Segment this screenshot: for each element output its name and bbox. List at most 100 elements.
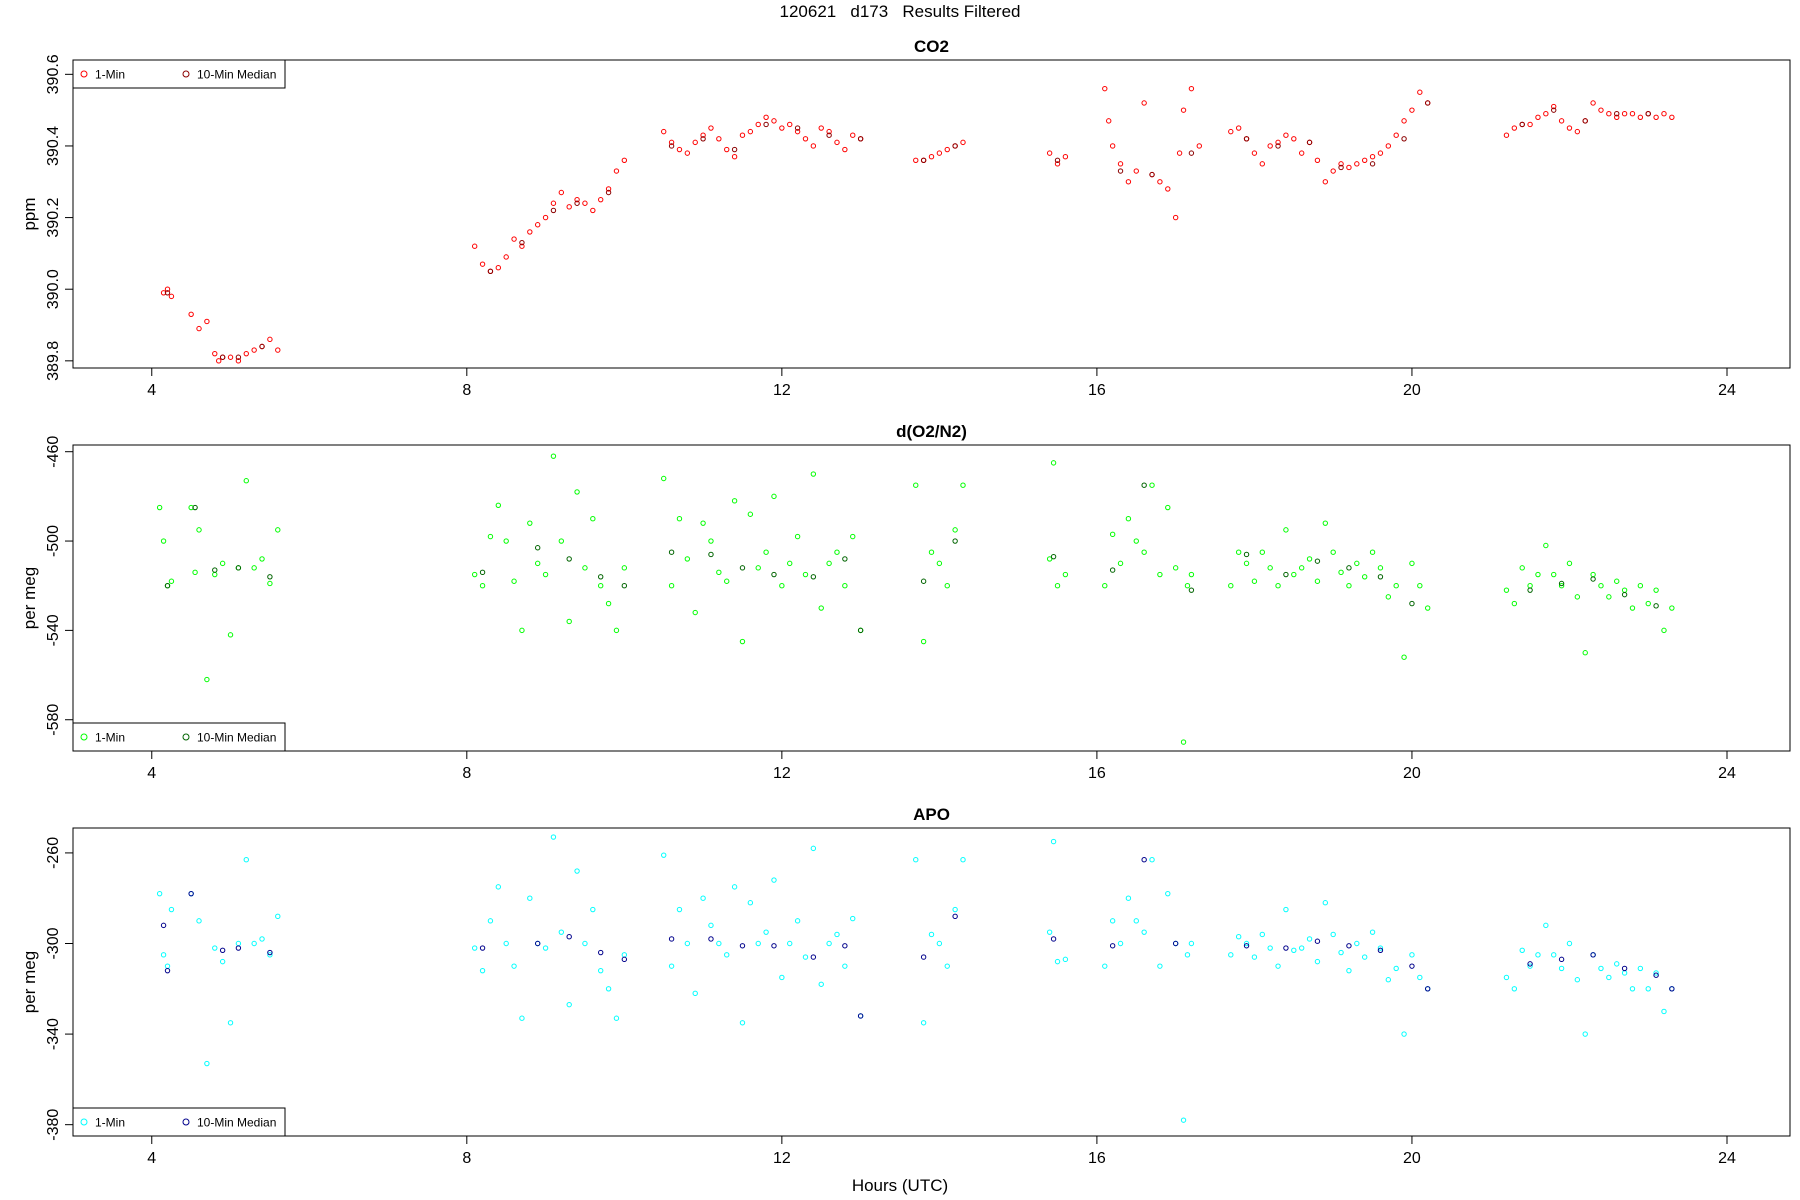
- panel-3-point-median: [160, 922, 167, 929]
- panel-3-plot-frame: [72, 827, 1791, 1137]
- panel-3-point-1min: [164, 963, 171, 969]
- panel-1-point-1min: [1062, 153, 1069, 160]
- panel-1-point-1min: [1275, 139, 1281, 146]
- panel-3-point-1min: [842, 963, 848, 969]
- panel-1-point-median: [1401, 136, 1407, 142]
- panel-2-point-1min: [558, 538, 565, 544]
- panel-1-point-1min: [519, 243, 525, 249]
- panel-1-point-1min: [1133, 168, 1139, 174]
- panel-2-point-1min: [1637, 583, 1644, 589]
- panel-3-point-median: [1377, 947, 1384, 953]
- panel-1-point-1min: [227, 354, 234, 360]
- panel-3-point-1min: [1267, 945, 1273, 951]
- panel-3-point-1min: [542, 945, 549, 951]
- panel-3-point-median: [566, 934, 572, 940]
- panel-1-point-1min: [1653, 114, 1659, 121]
- panel-3-point-median: [1314, 938, 1321, 944]
- panel-1-point-1min: [1046, 150, 1053, 156]
- panel-2-point-median: [952, 538, 958, 544]
- panel-2-point-1min: [818, 605, 824, 611]
- panel-3-point-median: [1669, 986, 1675, 992]
- panel-1-point-1min: [960, 139, 966, 146]
- panel-3-point-1min: [787, 940, 793, 947]
- panel-3-x-tick-label: 12: [773, 1150, 791, 1167]
- panel-3-point-1min: [1184, 952, 1191, 958]
- panel-1-point-median: [731, 146, 738, 153]
- panel-3-point-1min: [1283, 906, 1289, 913]
- panel-2-point-1min: [487, 533, 494, 540]
- panel-2-point-1min: [1503, 587, 1510, 593]
- panel-1-point-1min: [212, 350, 218, 357]
- panel-3-x-tick-label: 4: [147, 1150, 156, 1167]
- panel-1-point-median: [1582, 118, 1588, 124]
- panel-3-point-median: [621, 956, 628, 963]
- panel-2-point-median: [739, 565, 746, 571]
- panel-1-title: CO2: [914, 37, 949, 56]
- panel-2-point-1min: [495, 502, 502, 509]
- panel-1-point-1min: [1511, 125, 1518, 131]
- panel-1-point-1min: [558, 189, 565, 196]
- panel-1-x-tick-label: 20: [1403, 382, 1421, 399]
- panel-3-point-1min: [1574, 977, 1581, 983]
- panel-2-point-1min: [1558, 583, 1565, 589]
- panel-2-point-1min: [1401, 654, 1407, 660]
- panel-1-point-1min: [1188, 85, 1195, 92]
- panel-2-point-median: [1527, 587, 1533, 593]
- panel-2-point-1min: [1330, 549, 1336, 555]
- panel-2-point-1min: [794, 533, 801, 540]
- panel-2-point-1min: [204, 676, 210, 683]
- panel-1-point-1min: [1259, 161, 1265, 167]
- panel-3-point-median: [1621, 965, 1628, 972]
- panel-1-point-median: [1338, 164, 1344, 171]
- panel-3-point-1min: [1535, 952, 1541, 958]
- panel-1-point-1min: [1401, 118, 1407, 124]
- panel-3-y-tick-label: -300: [45, 927, 62, 959]
- panel-2-point-1min: [1661, 627, 1667, 634]
- panel-3-point-median: [708, 936, 714, 942]
- panel-3-point-1min: [1558, 965, 1565, 972]
- panel-2-point-1min: [1424, 605, 1431, 611]
- panel-3-point-1min: [1228, 952, 1234, 958]
- panel-2-point-1min: [668, 583, 675, 589]
- panel-2-point-1min: [1354, 560, 1360, 567]
- panel-2-point-1min: [212, 571, 218, 578]
- panel-1-point-1min: [1322, 179, 1329, 185]
- panel-2-point-1min: [1267, 565, 1273, 571]
- panel-1-point-1min: [1141, 100, 1147, 106]
- panel-2-point-1min: [1385, 594, 1392, 600]
- panel-1-x-tick-label: 8: [462, 382, 471, 399]
- panel-1-plot-frame: [72, 59, 1791, 369]
- panel-2-x-tick-label: 20: [1403, 765, 1421, 782]
- panel-2-point-median: [1109, 567, 1116, 573]
- panel-2-point-1min: [590, 516, 596, 522]
- panel-1-point-1min: [810, 143, 817, 149]
- panel-3-point-1min: [1409, 952, 1415, 958]
- panel-3-point-median: [1141, 857, 1147, 863]
- panel-2-point-1min: [1590, 571, 1596, 578]
- panel-3-point-1min: [1109, 918, 1116, 924]
- panel-1-point-1min: [495, 265, 502, 271]
- panel-2-point-median: [771, 571, 777, 578]
- panel-2-point-1min: [692, 609, 698, 616]
- panel-2-point-median: [212, 567, 218, 573]
- panel-2-point-1min: [1669, 605, 1675, 611]
- panel-2-point-1min: [1511, 600, 1518, 607]
- panel-3-x-tick-label: 20: [1403, 1150, 1421, 1167]
- panel-1-point-1min: [1409, 107, 1415, 113]
- panel-2-point-1min: [700, 520, 706, 526]
- panel-1-point-1min: [1330, 168, 1336, 174]
- panel-2-point-1min: [1543, 542, 1549, 549]
- panel-3-point-1min: [613, 1015, 620, 1021]
- panel-1-y-tick-label: 390.6: [45, 54, 62, 94]
- panel-1-point-median: [668, 143, 675, 149]
- panel-1-point-1min: [471, 243, 478, 249]
- panel-3-point-median: [1527, 961, 1533, 967]
- panel-2-point-1min: [192, 569, 198, 576]
- panel-1-point-1min: [1574, 128, 1581, 135]
- panel-3-point-1min: [1275, 963, 1281, 969]
- panel-1-y-tick-label: 390.2: [45, 197, 62, 237]
- panel-2-point-1min: [471, 571, 478, 578]
- panel-3-point-median: [267, 949, 273, 956]
- panel-1-point-1min: [913, 157, 919, 163]
- panel-2-point-1min: [731, 498, 738, 504]
